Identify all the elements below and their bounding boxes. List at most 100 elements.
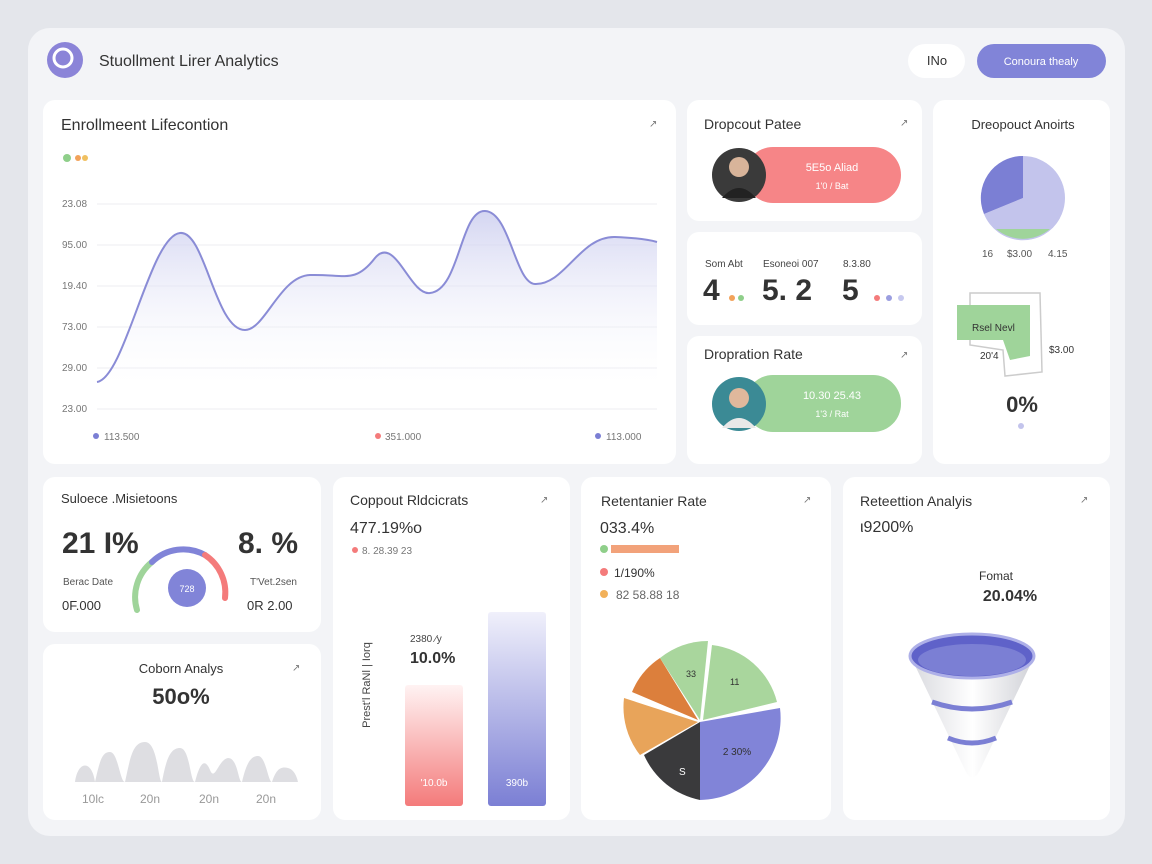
stat-label: 8.3.80	[843, 259, 871, 270]
expand-icon[interactable]: ↗	[1080, 495, 1088, 506]
note-value: 10.0%	[410, 650, 455, 667]
legend-label: 113.500	[104, 432, 140, 443]
gauge-label: 728	[179, 584, 194, 594]
funnel-inner	[918, 644, 1026, 676]
bar	[405, 685, 463, 806]
stat-label: T'Vet.2sen	[250, 577, 297, 588]
legend-dot	[600, 590, 608, 598]
wave-bars	[75, 742, 298, 782]
stat-value: 8. %	[238, 527, 298, 560]
expand-icon[interactable]: ↗	[649, 119, 657, 130]
app-title: Stuollment Lirer Analytics	[99, 53, 279, 70]
pie-slice	[644, 722, 700, 800]
legend-label: 113.000	[606, 432, 642, 443]
x-label: 20n	[140, 792, 160, 806]
button-label[interactable]: Conoura thealy	[1004, 56, 1079, 68]
y-label: 23.00	[62, 404, 87, 415]
pie-slice	[660, 641, 708, 720]
legend-dot	[82, 155, 88, 161]
card-value: ι9200%	[860, 519, 913, 536]
expand-icon[interactable]: ↗	[803, 495, 811, 506]
gauge-arc	[202, 552, 229, 601]
dot	[729, 295, 735, 301]
pill-subtext: 1'3 / Rat	[815, 409, 849, 419]
tag-right: $3.00	[1049, 345, 1074, 356]
bar-label: '10.0b	[421, 778, 448, 789]
legend-dot	[75, 155, 81, 161]
expand-icon[interactable]: ↗	[900, 118, 908, 129]
pill-text: 5E5o Aliad	[806, 162, 859, 174]
dot	[874, 295, 880, 301]
card-value: 033.4%	[600, 520, 654, 537]
legend-dot	[63, 154, 71, 162]
legend-dot	[93, 433, 99, 439]
pie-label: 33	[686, 669, 696, 679]
avatar-face	[729, 157, 749, 177]
stat-value: 4	[703, 274, 720, 307]
x-label: 20n	[256, 792, 276, 806]
y-label: 23.08	[62, 199, 87, 210]
avatar-body	[722, 418, 756, 428]
big-value: 0%	[1006, 392, 1038, 417]
card	[687, 232, 922, 325]
label-value: 20.04%	[983, 588, 1037, 605]
pie-slice	[632, 658, 698, 720]
stat-value: 5. 2	[762, 274, 812, 307]
card-title: Coppout Rldcicrats	[350, 492, 468, 508]
pill-subtext: 1'0 / Bat	[816, 181, 849, 191]
y-label: 73.00	[62, 322, 87, 333]
gauge-arc	[132, 559, 155, 613]
expand-icon[interactable]: ↗	[900, 350, 908, 361]
stat-sub: 0R 2.00	[247, 598, 293, 613]
card-sub: 8. 28.39 23	[362, 546, 412, 557]
tag-label: Rsel Nevl	[972, 323, 1015, 334]
avatar-body	[722, 188, 756, 198]
card-title: Suloece .Misietoons	[61, 491, 178, 506]
pie-slice	[703, 645, 777, 720]
area-fill	[97, 210, 657, 395]
expand-icon[interactable]: ↗	[292, 663, 300, 674]
pie-label: 4.15	[1048, 249, 1068, 260]
logo-mark	[52, 47, 74, 69]
bar-label: 390b	[506, 778, 529, 789]
pill	[745, 147, 901, 203]
tag	[957, 305, 1030, 360]
gauge-arc	[149, 546, 208, 565]
avatar-face	[729, 388, 749, 408]
note: 2380 ⁄y	[410, 634, 442, 645]
button-label[interactable]: INo	[927, 53, 947, 68]
pie-label: 2 30%	[723, 747, 751, 758]
dot	[898, 295, 904, 301]
logo	[47, 42, 83, 78]
gauge-center	[168, 569, 206, 607]
pie-slice	[980, 155, 1023, 214]
funnel-band	[947, 735, 997, 746]
x-label: 10lc	[82, 792, 104, 806]
stat-value: 5	[842, 274, 859, 307]
pill-text: 10.30 25.43	[803, 390, 861, 402]
pie-label: S	[679, 767, 686, 778]
card-value: 50o%	[152, 684, 209, 709]
axis-label: Prest'l RaNl | Iorq	[361, 642, 373, 728]
legend-dot	[600, 545, 608, 553]
dot	[738, 295, 744, 301]
button[interactable]	[908, 44, 965, 78]
pill	[745, 375, 901, 432]
stat-label: Berac Date	[63, 577, 113, 588]
expand-icon[interactable]: ↗	[540, 495, 548, 506]
card-title: Enrollmeent Lifecontion	[61, 117, 228, 134]
card-title: Coborn Analys	[139, 661, 224, 676]
funnel	[910, 655, 1035, 778]
primary-button[interactable]	[977, 44, 1106, 78]
y-label: 19.40	[62, 281, 87, 292]
pie-label: 16	[982, 249, 994, 260]
line	[96, 209, 658, 383]
stat-value: 21 I%	[62, 527, 139, 560]
dot	[352, 547, 358, 553]
card-title: Dropcout Patee	[704, 116, 801, 132]
stat-label: Som Abt	[705, 259, 743, 270]
stat-sub: 0F.000	[62, 598, 101, 613]
legend-dot	[600, 568, 608, 576]
pie-slice	[700, 708, 781, 800]
